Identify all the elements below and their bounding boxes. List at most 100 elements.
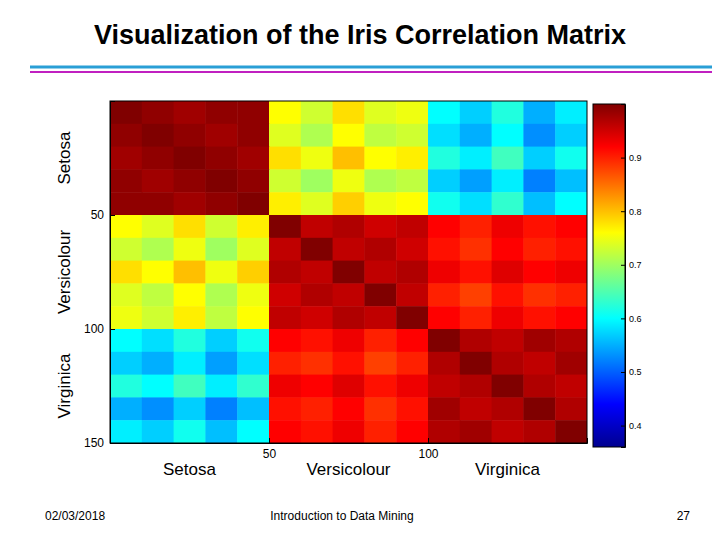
heat-cell (555, 329, 587, 352)
heat-cell (555, 306, 587, 329)
heat-cell (174, 147, 206, 170)
heat-cell (333, 147, 365, 170)
heat-cell (301, 169, 333, 192)
heat-cell (364, 375, 396, 398)
heat-cell (555, 397, 587, 420)
heat-cell (110, 397, 142, 420)
heat-cell (237, 283, 269, 306)
footer-text: Introduction to Data Mining (270, 509, 413, 523)
heat-cell (523, 215, 555, 238)
heat-cell (333, 397, 365, 420)
heat-cell (110, 306, 142, 329)
color-tick: 0.5 (621, 367, 642, 377)
color-axis: 0.40.50.60.70.80.9 (621, 105, 642, 448)
heat-cell (301, 329, 333, 352)
heat-cell (460, 397, 492, 420)
heat-cell (492, 306, 524, 329)
heat-cell (301, 101, 333, 124)
heat-cell (269, 147, 301, 170)
heat-cell (174, 192, 206, 215)
heat-cell (523, 261, 555, 284)
y-tick-label: 150 (84, 436, 104, 450)
color-tick-mark (621, 211, 625, 212)
heat-cell (555, 352, 587, 375)
heat-cell (142, 192, 174, 215)
heat-cell (364, 215, 396, 238)
heat-cell (269, 397, 301, 420)
x-group-label: Setosa (163, 460, 216, 479)
heat-cell (555, 238, 587, 261)
y-tick-mark (110, 215, 115, 216)
heat-cell (205, 124, 237, 147)
heat-cell (428, 420, 460, 443)
heat-cell (333, 215, 365, 238)
heat-cell (555, 215, 587, 238)
heat-cell (492, 238, 524, 261)
heat-cell (428, 215, 460, 238)
y-group-label: Virginica (55, 353, 74, 418)
heat-cell (301, 147, 333, 170)
slide: Visualization of the Iris Correlation Ma… (0, 0, 720, 540)
color-tick: 0.4 (621, 421, 642, 431)
heat-cell (142, 238, 174, 261)
heat-cell (428, 238, 460, 261)
heat-cell (110, 192, 142, 215)
heat-cell (492, 215, 524, 238)
heat-cell (364, 306, 396, 329)
heat-cell (142, 397, 174, 420)
heat-cell (396, 397, 428, 420)
heat-cell (174, 238, 206, 261)
heat-cell (396, 329, 428, 352)
heat-cell (428, 124, 460, 147)
x-tick-label: 50 (263, 447, 277, 461)
heat-cell (460, 352, 492, 375)
color-tick-label: 0.4 (629, 421, 642, 431)
y-tick-label: 100 (84, 322, 104, 336)
heat-cell (237, 215, 269, 238)
heat-cell (142, 375, 174, 398)
heat-cell (237, 101, 269, 124)
heat-cell (523, 101, 555, 124)
heat-cell (110, 352, 142, 375)
heat-cell (396, 352, 428, 375)
heat-cell (269, 169, 301, 192)
heat-cell (269, 329, 301, 352)
heat-cell (174, 124, 206, 147)
heat-cell (333, 101, 365, 124)
heat-cell (428, 261, 460, 284)
heat-cell (428, 192, 460, 215)
y-axis-line (111, 102, 116, 444)
heat-cell (364, 261, 396, 284)
heat-cell (174, 283, 206, 306)
heat-cell (237, 147, 269, 170)
title-rule (30, 66, 712, 69)
heat-cell (492, 261, 524, 284)
heat-cell (205, 147, 237, 170)
y-group-label: Versicolour (55, 230, 74, 314)
heat-cell (110, 261, 142, 284)
color-tick: 0.6 (621, 314, 642, 324)
heat-cell (555, 147, 587, 170)
heat-cell (142, 420, 174, 443)
heat-cell (237, 238, 269, 261)
heat-cell (492, 352, 524, 375)
heat-cell (523, 124, 555, 147)
x-tick: 100 (418, 438, 438, 461)
heat-cell (364, 352, 396, 375)
heat-cell (174, 306, 206, 329)
heat-cell (142, 169, 174, 192)
heat-cell (142, 306, 174, 329)
heat-cell (237, 329, 269, 352)
y-tick-mark (110, 329, 115, 330)
heat-cell (269, 124, 301, 147)
heat-cell (110, 238, 142, 261)
heat-cell (333, 329, 365, 352)
heat-cell (492, 147, 524, 170)
heat-cell (301, 192, 333, 215)
heat-cell (269, 420, 301, 443)
heat-cell (205, 420, 237, 443)
title: Visualization of the Iris Correlation Ma… (94, 20, 626, 50)
heat-cell (301, 215, 333, 238)
heat-cell (364, 124, 396, 147)
heat-cell (396, 215, 428, 238)
